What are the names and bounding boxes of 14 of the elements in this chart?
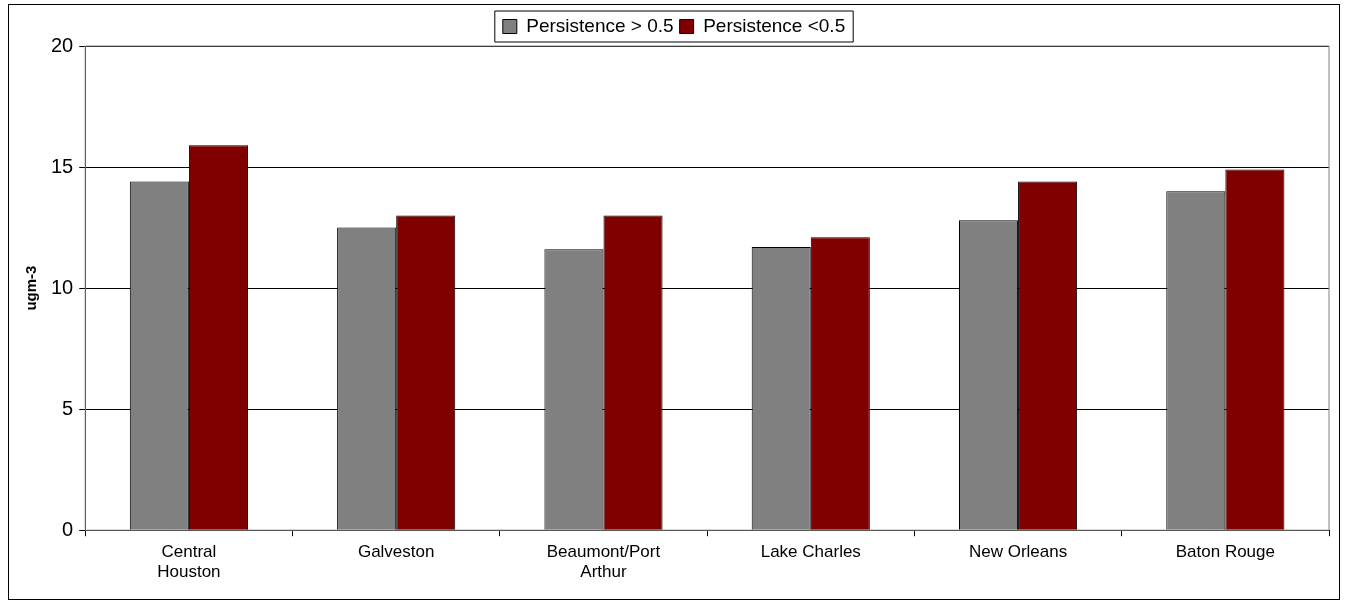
x-tick-label: Lake Charles	[760, 542, 861, 562]
y-tick-label: 0	[62, 517, 74, 540]
y-tick-label: 15	[51, 154, 74, 177]
x-tick-label: Central Houston	[157, 542, 221, 582]
y-tick-label: 20	[51, 33, 74, 56]
x-tick-label: New Orleans	[968, 542, 1068, 562]
y-tick-label: 5	[62, 396, 74, 419]
x-tick-label: Galveston	[357, 542, 435, 562]
legend-label: Persistence <0.5	[703, 14, 846, 36]
y-tick-label: 10	[51, 275, 74, 298]
legend-label: Persistence > 0.5	[526, 14, 674, 36]
x-tick-label: Beaumont/Port Arthur	[546, 542, 661, 582]
x-tick-label: Baton Rouge	[1175, 542, 1275, 562]
y-axis-title: ugm-3	[22, 265, 40, 311]
